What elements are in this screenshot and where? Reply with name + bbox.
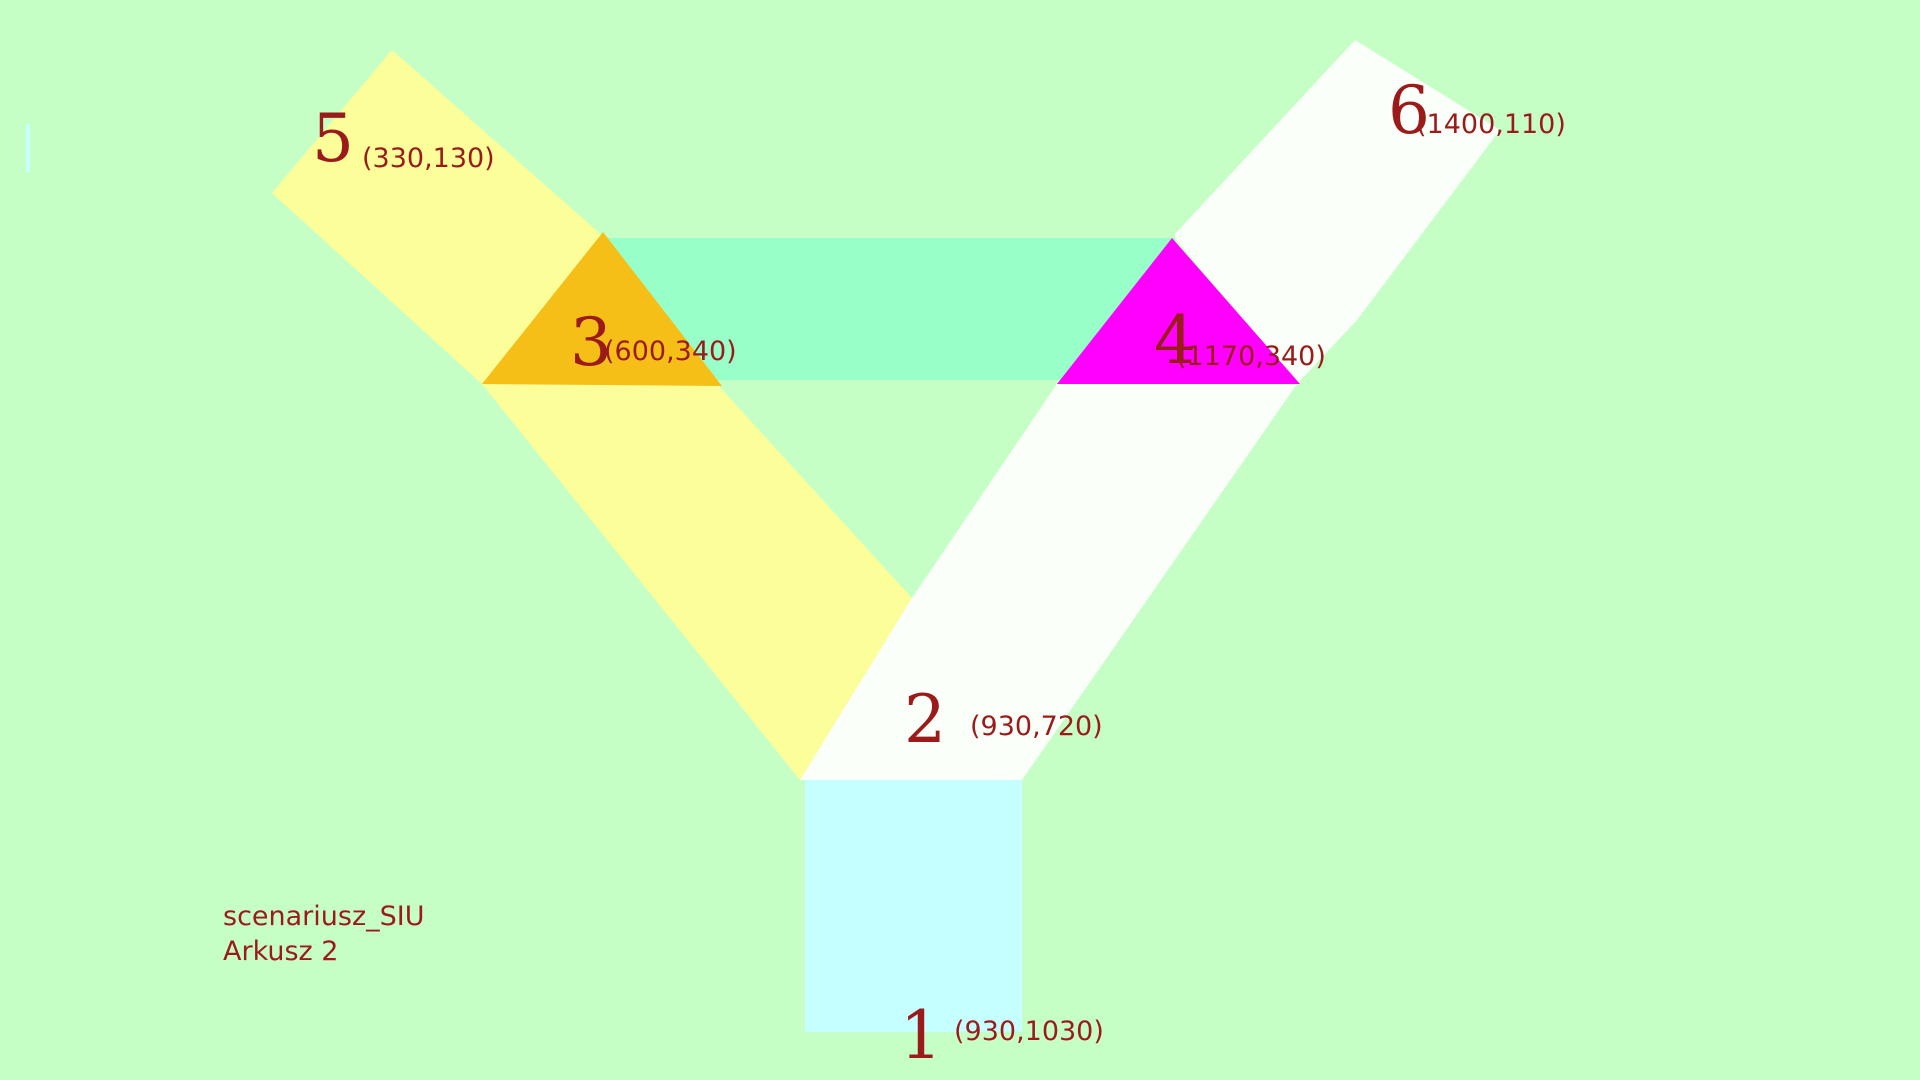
road-3-2 (482, 384, 912, 780)
road-4-2 (800, 384, 1297, 780)
node-coord-5: (330,130) (362, 143, 495, 174)
sheet-name: scenariusz_SIU (223, 901, 425, 932)
node-coord-4: (1170,340) (1176, 341, 1326, 372)
node-number-2: 2 (904, 681, 946, 758)
road-1-2 (805, 780, 1022, 1032)
road-6-4 (1175, 40, 1500, 384)
road-3-4 (605, 238, 1175, 380)
node-number-6: 6 (1388, 72, 1430, 149)
node-coord-2: (930,720) (970, 711, 1103, 742)
node-number-4: 4 (1154, 302, 1196, 379)
node-coord-6: (1400,110) (1416, 109, 1566, 140)
node-coord-1: (930,1030) (954, 1016, 1104, 1047)
node-number-5: 5 (312, 100, 354, 177)
sheet-caption: scenariusz_SIU Arkusz 2 (223, 899, 425, 969)
junction-4 (1057, 238, 1300, 384)
road-5-3 (272, 50, 605, 384)
node-number-1: 1 (900, 997, 942, 1074)
node-coord-3: (600,340) (604, 336, 737, 367)
edge-mark (26, 124, 30, 172)
junction-3 (482, 232, 722, 386)
sheet-page: Arkusz 2 (223, 936, 339, 967)
node-number-3: 3 (570, 304, 612, 381)
